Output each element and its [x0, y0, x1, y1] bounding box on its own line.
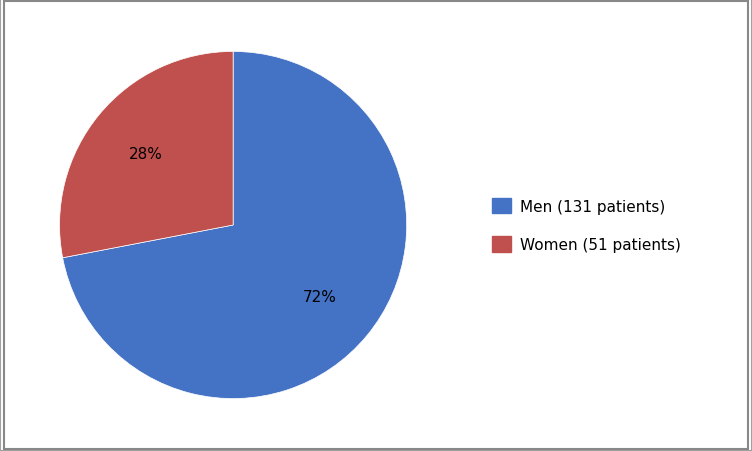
- Text: 28%: 28%: [129, 146, 163, 161]
- Wedge shape: [62, 52, 407, 399]
- Legend: Men (131 patients), Women (51 patients): Men (131 patients), Women (51 patients): [493, 198, 681, 253]
- Wedge shape: [59, 52, 233, 258]
- Text: 72%: 72%: [303, 290, 337, 305]
